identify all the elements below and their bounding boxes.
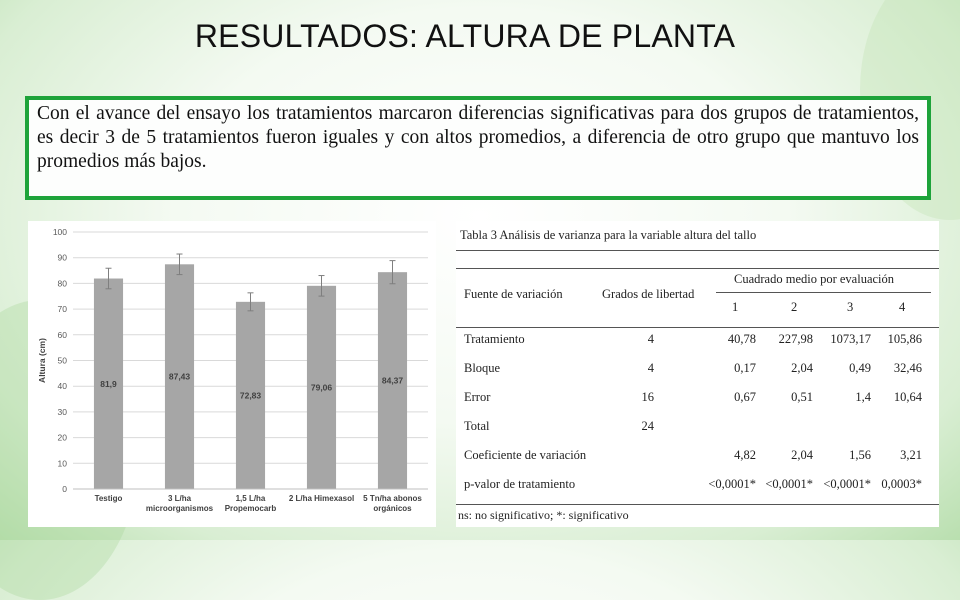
header-eval-2: 2 <box>791 300 798 314</box>
header-cuadrado-medio: Cuadrado medio por evaluación <box>734 272 895 286</box>
table-row-label: Total <box>464 419 490 433</box>
y-tick-label: 30 <box>58 407 68 417</box>
table-cell-value: 2,04 <box>791 361 813 375</box>
anova-table: Tabla 3 Análisis de varianza para la var… <box>456 221 939 527</box>
table-row-label: Tratamiento <box>464 332 525 346</box>
summary-paragraph: Con el avance del ensayo los tratamiento… <box>37 103 919 172</box>
x-tick-label: 2 L/ha Himexasol <box>289 494 354 503</box>
table-cell-value: 1073,17 <box>830 332 871 346</box>
x-tick-label: orgánicos <box>373 504 412 513</box>
header-grados: Grados de libertad <box>602 287 695 301</box>
table-cell-value: 0,51 <box>791 390 813 404</box>
x-tick-label: Testigo <box>95 494 123 503</box>
bar <box>164 264 195 489</box>
y-tick-label: 90 <box>58 253 68 263</box>
table-footnote: ns: no significativo; *: significativo <box>458 508 629 522</box>
y-tick-label: 40 <box>58 381 68 391</box>
table-cell-value: 1,56 <box>849 448 871 462</box>
table-cell-value: 105,86 <box>887 332 922 346</box>
table-cell-value: 32,46 <box>893 361 922 375</box>
x-tick-label: 5 Tn/ha abonos <box>363 494 422 503</box>
table-cell-gl: 16 <box>641 390 655 404</box>
table-cell-value: 0,17 <box>734 361 756 375</box>
table-cell-value: 0,0003* <box>881 477 922 491</box>
table-cell-value: 10,64 <box>893 390 922 404</box>
table-cell-gl: 4 <box>647 361 654 375</box>
header-eval-3: 3 <box>847 300 854 314</box>
data-label: 79,06 <box>311 382 333 392</box>
data-label: 87,43 <box>169 372 191 382</box>
y-tick-label: 20 <box>58 433 68 443</box>
table-cell-value: 2,04 <box>791 448 813 462</box>
header-eval-1: 1 <box>732 300 739 314</box>
slide-title: RESULTADOS: ALTURA DE PLANTA <box>194 18 736 54</box>
y-tick-label: 70 <box>58 304 68 314</box>
table-cell-value: 227,98 <box>778 332 813 346</box>
table-row-label: Error <box>464 390 491 404</box>
bar <box>377 272 408 489</box>
table-subheader-rule <box>716 292 931 293</box>
x-tick-label: microorganismos <box>146 504 214 513</box>
table-cell-value: 0,49 <box>849 361 871 375</box>
bar <box>306 285 337 489</box>
table-header-rule <box>456 268 939 269</box>
table-cell-value: <0,0001* <box>765 477 813 491</box>
table-cell-value: 3,21 <box>900 448 922 462</box>
table-caption: Tabla 3 Análisis de varianza para la var… <box>460 228 757 242</box>
y-tick-label: 60 <box>58 330 68 340</box>
table-row-label: Coeficiente de variación <box>464 448 587 462</box>
y-axis-label: Altura (cm) <box>37 338 47 383</box>
table-body-rule <box>456 327 939 328</box>
table-cell-value: <0,0001* <box>823 477 871 491</box>
x-tick-label: 1,5 L/ha <box>236 494 266 503</box>
y-tick-label: 10 <box>58 458 68 468</box>
y-tick-label: 50 <box>58 356 68 366</box>
header-eval-4: 4 <box>899 300 906 314</box>
table-cell-value: 1,4 <box>855 390 871 404</box>
table-cell-gl: 24 <box>641 419 655 433</box>
table-bottom-rule <box>456 504 939 505</box>
table-cell-value: 4,82 <box>734 448 756 462</box>
header-fuente: Fuente de variación <box>464 287 563 301</box>
summary-text-box: Con el avance del ensayo los tratamiento… <box>25 96 931 200</box>
y-tick-label: 100 <box>53 227 67 237</box>
table-top-rule <box>456 250 939 251</box>
x-tick-label: Propemocarb <box>225 504 277 513</box>
y-tick-label: 80 <box>58 278 68 288</box>
table-row-label: Bloque <box>464 361 501 375</box>
bar <box>93 278 124 489</box>
table-cell-value: <0,0001* <box>708 477 756 491</box>
bar-chart-panel: 0 10 20 30 40 50 60 70 80 90 100 Altura (cm) 81,9 Tes… <box>28 221 436 527</box>
table-cell-value: 0,67 <box>734 390 756 404</box>
x-tick-label: 3 L/ha <box>168 494 192 503</box>
table-row-label: p-valor de tratamiento <box>464 477 576 491</box>
data-label: 72,83 <box>240 390 262 400</box>
y-tick-label: 0 <box>62 484 67 494</box>
bar <box>235 301 266 489</box>
table-cell-value: 40,78 <box>727 332 756 346</box>
bar-chart: 0 10 20 30 40 50 60 70 80 90 100 Altura (cm) 81,9 Tes… <box>37 227 428 513</box>
data-label: 84,37 <box>382 376 404 386</box>
table-cell-gl: 4 <box>647 332 654 346</box>
data-label: 81,9 <box>100 379 117 389</box>
